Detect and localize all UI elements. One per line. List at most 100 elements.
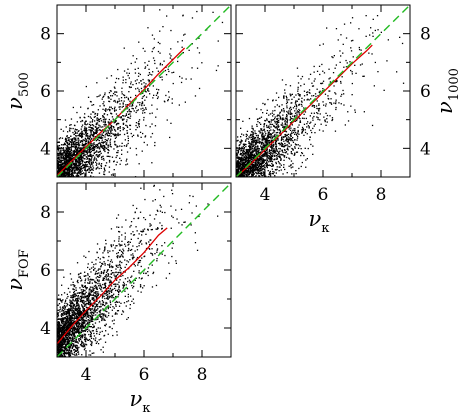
scatter-point [294,105,296,108]
scatter-point [87,165,89,168]
scatter-point [109,288,111,290]
scatter-point [377,29,379,31]
scatter-point [83,133,85,135]
scatter-point [265,132,267,135]
scatter-point [64,138,67,141]
scatter-point [140,136,142,138]
scatter-point [273,148,275,150]
scatter-point [282,138,284,140]
scatter-point [256,168,258,171]
scatter-point [247,162,249,165]
scatter-point [254,130,256,132]
scatter-point [93,148,96,151]
scatter-point [354,109,356,111]
scatter-point [281,149,283,151]
scatter-point [68,148,70,150]
scatter-point [253,170,256,172]
scatter-point [290,118,293,120]
scatter-point [283,156,286,158]
scatter-point [343,93,345,95]
scatter-point [289,129,292,131]
scatter-point [86,132,89,135]
scatter-point [313,105,315,107]
scatter-point [342,52,344,54]
scatter-point [252,150,254,152]
scatter-point [67,143,69,145]
scatter-point [60,318,62,320]
scatter-point [85,156,87,158]
scatter-point [260,158,262,160]
scatter-point [240,150,242,152]
scatter-point [244,158,246,161]
scatter-point [307,121,309,123]
scatter-point [102,147,105,150]
scatter-point [77,139,79,141]
scatter-point [269,136,272,139]
scatter-point [144,66,147,68]
scatter-point [238,158,240,160]
scatter-point [83,149,85,151]
scatter-point [125,124,127,126]
scatter-point [239,165,241,167]
scatter-point [81,132,83,134]
scatter-point [242,145,245,147]
scatter-point [78,130,80,132]
scatter-point [59,175,61,177]
scatter-point [72,150,74,152]
scatter-point [283,97,285,99]
scatter-point [138,119,141,121]
scatter-point [255,155,257,157]
scatter-point [114,134,117,137]
scatter-point [75,167,77,170]
scatter-point [132,253,134,255]
scatter-point [283,96,285,98]
scatter-point [89,129,91,131]
scatter-point [92,135,95,137]
scatter-point [91,144,93,146]
scatter-point [110,98,112,100]
scatter-point [72,344,74,347]
scatter-point [261,134,263,136]
scatter-point [85,164,87,167]
scatter-point [116,313,118,315]
scatter-point [215,69,218,72]
scatter-point [260,128,262,130]
scatter-point [271,165,273,167]
scatter-point [253,141,255,143]
scatter-point [72,131,74,134]
scatter-point [104,324,106,326]
scatter-point [85,124,87,126]
scatter-point [62,170,64,172]
scatter-point [65,151,67,153]
scatter-point [182,52,184,54]
scatter-point [291,173,293,175]
scatter-point [114,106,116,108]
scatter-point [104,170,106,172]
scatter-point [79,343,82,346]
scatter-point [363,75,365,77]
scatter-point [80,325,83,328]
scatter-point [237,157,239,160]
scatter-point [84,123,86,125]
scatter-point [261,141,264,143]
scatter-point [76,157,79,159]
scatter-point [264,152,266,154]
scatter-point [67,171,70,173]
scatter-point [256,166,258,168]
scatter-point [125,145,128,147]
scatter-point [68,159,70,161]
scatter-point [84,113,86,115]
scatter-point [300,165,302,168]
scatter-point [127,293,129,296]
scatter-point [68,320,70,323]
scatter-point [58,154,60,156]
scatter-point [81,157,84,159]
scatter-point [369,34,371,36]
scatter-point [74,350,76,352]
scatter-point [249,155,251,157]
scatter-point [236,152,238,154]
scatter-point [75,347,78,349]
scatter-point [122,102,124,104]
scatter-point [70,175,72,177]
scatter-point [258,161,260,163]
